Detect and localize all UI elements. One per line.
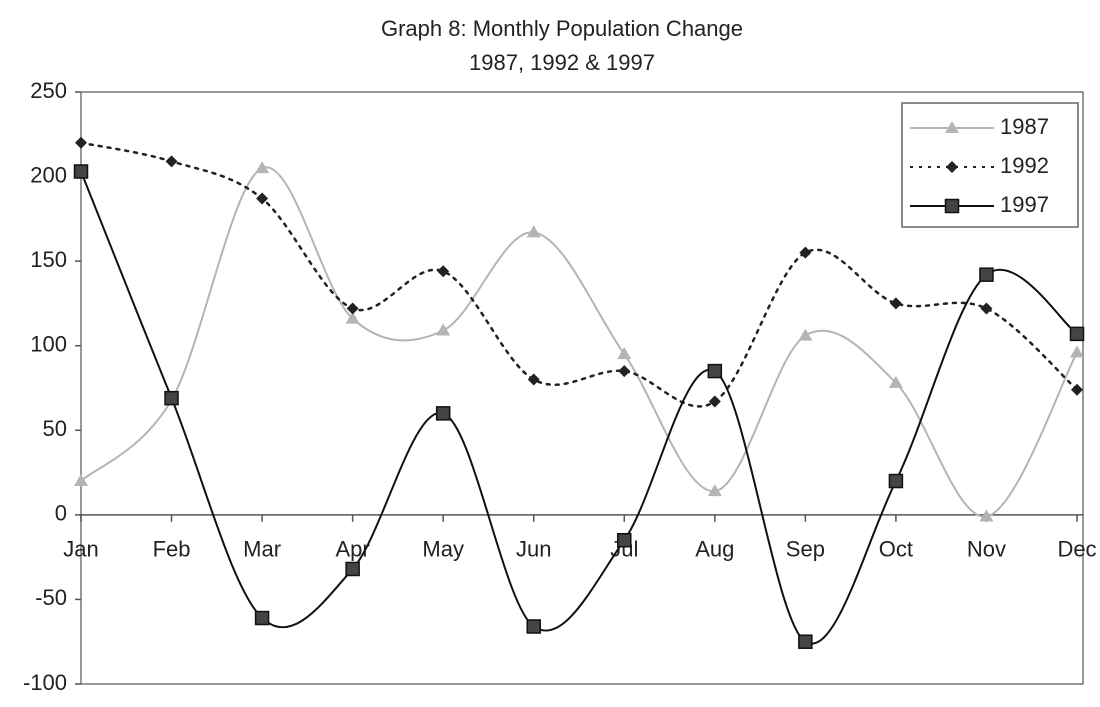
marker: [256, 192, 269, 205]
y-tick-label: 0: [55, 501, 67, 526]
marker: [708, 395, 721, 408]
marker: [888, 375, 903, 388]
marker: [436, 323, 451, 336]
x-tick-label: Feb: [153, 537, 191, 562]
marker: [74, 474, 88, 487]
y-tick-label: 150: [30, 247, 67, 272]
legend-box: [901, 102, 1079, 228]
y-tick-label: 200: [30, 162, 67, 187]
marker: [799, 246, 812, 259]
marker: [945, 121, 959, 133]
marker: [346, 302, 359, 315]
chart-title: Graph 8: Monthly Population Change: [381, 16, 743, 41]
legend-label: 1987: [1000, 114, 1049, 139]
marker: [437, 265, 450, 278]
series-line: [80, 166, 1078, 518]
x-tick-label: Jun: [516, 537, 551, 562]
x-tick-label: May: [422, 537, 464, 562]
marker: [165, 155, 178, 168]
x-tick-label: Mar: [243, 537, 281, 562]
marker: [798, 634, 813, 649]
x-tick-label: Apr: [336, 537, 370, 562]
chart-subtitle: 1987, 1992 & 1997: [469, 50, 655, 75]
marker: [980, 302, 993, 315]
marker: [526, 619, 541, 634]
marker: [888, 473, 904, 489]
marker: [164, 390, 179, 406]
marker: [255, 161, 270, 174]
x-tick-label: Jan: [63, 537, 98, 562]
marker: [798, 328, 813, 341]
marker: [345, 561, 360, 577]
x-tick-label: Dec: [1057, 537, 1096, 562]
marker: [73, 164, 89, 179]
legend-label: 1992: [1000, 153, 1049, 178]
marker: [1071, 383, 1083, 396]
x-tick-label: Nov: [967, 537, 1006, 562]
marker: [254, 610, 270, 626]
marker: [707, 363, 723, 379]
marker: [75, 136, 87, 149]
y-tick-label: 250: [30, 78, 67, 103]
marker: [1070, 345, 1084, 358]
marker: [979, 509, 994, 522]
y-tick-label: -100: [23, 670, 67, 695]
x-tick-label: Oct: [879, 537, 913, 562]
marker: [618, 365, 631, 378]
x-tick-label: Sep: [786, 537, 825, 562]
y-tick-label: 100: [30, 332, 67, 357]
marker: [946, 161, 958, 173]
marker: [526, 225, 541, 238]
marker: [889, 297, 902, 310]
x-tick-label: Aug: [695, 537, 734, 562]
y-tick-label: -50: [35, 585, 67, 610]
marker: [527, 373, 540, 386]
marker: [435, 406, 451, 421]
marker: [979, 267, 994, 282]
marker: [345, 311, 360, 324]
marker: [617, 532, 632, 548]
marker: [707, 484, 722, 497]
y-tick-label: 50: [43, 416, 67, 441]
marker: [944, 198, 960, 214]
marker: [1069, 326, 1085, 342]
marker: [617, 347, 632, 360]
legend-label: 1997: [1000, 192, 1049, 217]
plot-area: [80, 91, 1084, 685]
